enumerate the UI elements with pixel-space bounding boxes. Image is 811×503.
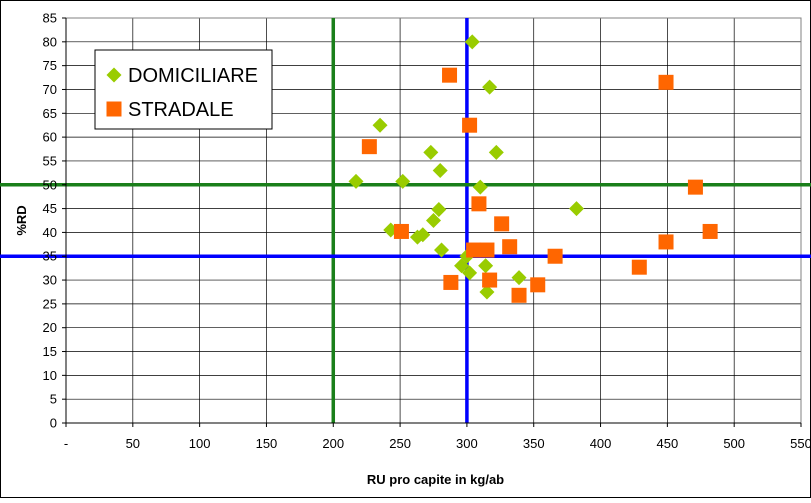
x-tick-label: -: [64, 436, 68, 451]
domiciliare-point: [464, 34, 480, 50]
stradale-point: [494, 216, 510, 232]
axes: 0 5 10 15 20 25 30 35 40 45 50 55 60 65 70 75 80 85 - 50 100…: [43, 11, 811, 452]
y-tick-label: 75: [43, 58, 57, 73]
domiciliare-point: [426, 213, 441, 228]
stradale-point: [443, 274, 459, 290]
x-tick-label: 150: [256, 436, 278, 451]
stradale-point: [658, 234, 674, 250]
domiciliare-point: [434, 242, 450, 258]
x-tick-label: 400: [590, 436, 612, 451]
y-tick-label: 10: [43, 368, 57, 383]
y-tick-label: 15: [43, 344, 57, 359]
stradale-point: [462, 117, 478, 133]
legend-label: DOMICILIARE: [128, 65, 258, 87]
stradale-point: [393, 223, 409, 239]
y-tick-label: 85: [43, 11, 57, 26]
y-tick-label: 30: [43, 273, 57, 288]
x-tick-label: 350: [523, 436, 545, 451]
y-tick-label: 35: [43, 249, 57, 264]
x-tick-label: 550: [790, 436, 811, 451]
x-tick-label: 450: [657, 436, 679, 451]
stradale-point: [442, 67, 458, 83]
domiciliare-point: [423, 144, 439, 160]
x-tick-label: 50: [126, 436, 140, 451]
y-tick-label: 70: [43, 82, 57, 97]
x-tick-label: 250: [389, 436, 411, 451]
stradale-point: [530, 277, 546, 293]
stradale-legend-marker: [106, 101, 122, 117]
legend-box: [94, 49, 273, 130]
x-tick-label: 200: [322, 436, 344, 451]
y-tick-label: 80: [43, 34, 57, 49]
stradale-point: [547, 248, 563, 264]
domiciliare-point: [395, 173, 411, 189]
legend: DOMICILIARE STRADALE: [94, 49, 273, 130]
y-tick-label: 5: [50, 392, 57, 407]
x-tick-label: 500: [723, 436, 745, 451]
domiciliare-point: [488, 144, 504, 160]
stradale-point: [482, 272, 498, 288]
stradale-point: [471, 196, 487, 212]
stradale-point: [466, 242, 482, 258]
y-tick-label: 45: [43, 201, 57, 216]
domiciliare-point: [482, 79, 498, 95]
stradale-point: [479, 242, 495, 258]
y-tick-label: 50: [43, 177, 57, 192]
stradale-point: [658, 74, 674, 90]
domiciliare-point: [372, 117, 388, 133]
y-axis-title: %RD: [14, 205, 29, 235]
domiciliare-point: [472, 179, 488, 195]
x-tick-label: 100: [189, 436, 211, 451]
domiciliare-point: [511, 270, 527, 286]
y-tick-label: 55: [43, 153, 57, 168]
stradale-point: [687, 179, 703, 195]
x-axis-title: RU pro capite in kg/ab: [367, 472, 504, 487]
stradale-point: [361, 139, 377, 155]
domiciliare-point: [454, 258, 470, 274]
y-tick-label: 25: [43, 296, 57, 311]
domiciliare-point: [479, 284, 495, 300]
domiciliare-point: [348, 173, 364, 189]
data-points: [348, 34, 718, 303]
y-tick-label: 20: [43, 320, 57, 335]
y-tick-label: 40: [43, 225, 57, 240]
y-tick-label: 0: [50, 416, 57, 431]
stradale-point: [702, 223, 718, 239]
domiciliare-point: [478, 258, 494, 274]
domiciliare-point: [409, 229, 425, 245]
legend-label: STRADALE: [128, 99, 234, 121]
domiciliare-legend-marker: [106, 67, 122, 83]
x-tick-label: 300: [456, 436, 478, 451]
y-tick-label: 60: [43, 130, 57, 145]
stradale-point: [631, 259, 647, 275]
domiciliare-point: [432, 162, 448, 178]
domiciliare-point: [431, 202, 447, 218]
domiciliare-point: [462, 265, 478, 281]
y-tick-label: 65: [43, 106, 57, 121]
stradale-point: [502, 239, 518, 255]
stradale-point: [511, 287, 527, 303]
domiciliare-point: [568, 201, 584, 217]
